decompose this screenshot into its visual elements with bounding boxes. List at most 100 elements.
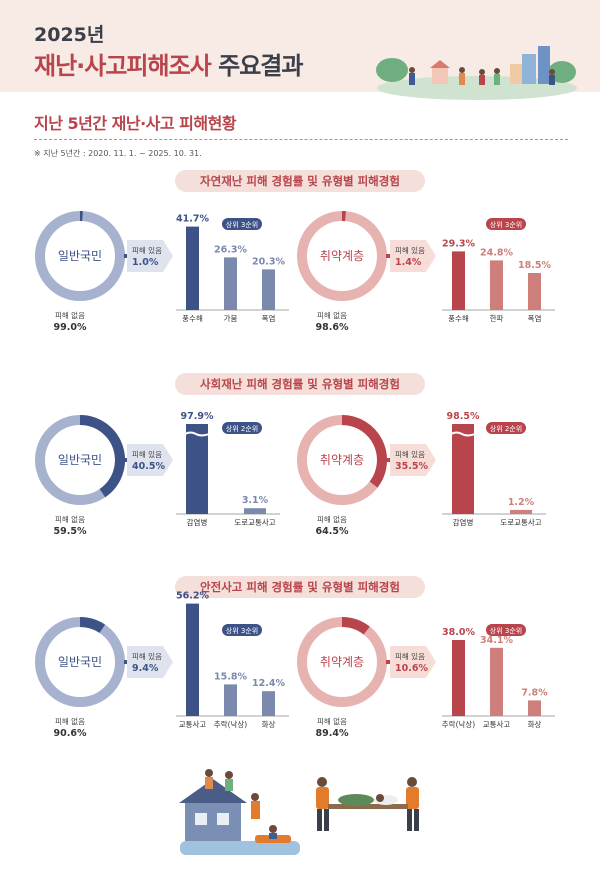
connector-line — [124, 660, 127, 664]
bar-value-label: 18.5% — [518, 260, 551, 271]
damage-arrow — [390, 646, 436, 678]
connector-line — [386, 660, 390, 664]
rank-badge — [222, 422, 262, 434]
bar-value-label: 7.8% — [521, 687, 548, 698]
section-pill-safety: 안전사고 피해 경험률 및 유형별 피해경험 — [175, 576, 425, 598]
rank-badge — [222, 218, 262, 230]
bar-value-label: 15.8% — [214, 671, 247, 682]
bar-category-label: 가뭄 — [224, 314, 238, 323]
bar-value-label: 26.3% — [214, 244, 247, 255]
bar — [244, 508, 266, 514]
damage-value: 40.5% — [132, 461, 165, 472]
damage-arrow — [127, 444, 173, 476]
donut-ring-no-damage — [297, 415, 387, 505]
donut-group-label: 일반국민 — [58, 453, 102, 467]
bar — [224, 257, 237, 310]
bar — [452, 251, 465, 310]
rank-badge-label: 상위 3순위 — [226, 626, 258, 635]
donut-group-label: 취약계층 — [320, 452, 364, 467]
damage-value: 1.0% — [132, 257, 159, 268]
section-pill-social: 사회재난 피해 경험률 및 유형별 피해경험 — [175, 373, 425, 395]
main-title-rest: 주요결과 — [218, 52, 303, 80]
main-title-accent: 재난·사고피해조사 — [34, 52, 212, 80]
bar-value-label: 29.3% — [442, 238, 475, 249]
damage-arrow — [127, 240, 173, 272]
damage-value: 9.4% — [132, 663, 159, 674]
bar-value-label: 1.2% — [508, 497, 535, 508]
donut-group-label: 취약계층 — [320, 654, 364, 669]
section-divider — [34, 139, 568, 140]
bar-category-label: 풍수해 — [448, 313, 469, 323]
no-damage-label: 피해 없음 — [317, 716, 347, 726]
bar-category-label: 감염병 — [453, 517, 474, 527]
bar-category-label: 화상 — [262, 719, 276, 729]
bar-value-label: 20.3% — [252, 256, 285, 267]
bar-category-label: 교통사고 — [483, 720, 511, 729]
rank-badge — [486, 422, 526, 434]
bar-value-label: 98.5% — [447, 411, 480, 422]
rank-badge — [486, 218, 526, 230]
bar — [186, 603, 199, 716]
rank-badge-label: 상위 3순위 — [226, 220, 258, 229]
donut-ring-no-damage — [35, 415, 125, 505]
damage-label: 피해 있음 — [132, 449, 162, 459]
connector-line — [124, 458, 127, 462]
rank-badge — [222, 624, 262, 636]
bar-category-label: 추락(낙상) — [442, 719, 476, 729]
bar-category-label: 도로교통사고 — [234, 518, 275, 527]
section-title: 지난 5년간 재난·사고 피해현황 — [34, 114, 237, 133]
no-damage-label: 피해 없음 — [55, 310, 85, 320]
bar-category-label: 폭염 — [528, 314, 542, 323]
no-damage-value: 59.5% — [54, 526, 87, 537]
rank-badge — [486, 624, 526, 636]
damage-label: 피해 있음 — [395, 245, 425, 255]
no-damage-value: 89.4% — [316, 728, 349, 739]
bar — [528, 273, 541, 310]
period-note: ※ 지난 5년간 : 2020. 11. 1. ~ 2025. 10. 31. — [34, 149, 202, 158]
bar-category-label: 풍수해 — [182, 313, 203, 323]
bar — [528, 700, 541, 716]
no-damage-label: 피해 없음 — [55, 716, 85, 726]
damage-value: 1.4% — [395, 257, 422, 268]
no-damage-label: 피해 없음 — [55, 514, 85, 524]
damage-arrow — [127, 646, 173, 678]
bar-category-label: 화상 — [528, 719, 542, 729]
rank-badge-label: 상위 3순위 — [490, 220, 522, 229]
donut-arc-damage — [341, 617, 370, 635]
bar — [186, 424, 208, 514]
damage-arrow — [390, 240, 436, 272]
bar-break-mark — [450, 431, 476, 437]
bar-break-mark — [184, 431, 210, 437]
bar-value-label: 12.4% — [252, 678, 285, 689]
damage-label: 피해 있음 — [132, 245, 162, 255]
donut-ring-no-damage — [35, 617, 125, 707]
donut-group-label: 일반국민 — [58, 249, 102, 263]
bar — [186, 226, 199, 310]
no-damage-label: 피해 없음 — [317, 514, 347, 524]
bar-category-label: 폭염 — [262, 314, 276, 323]
section-pill-natural: 자연재난 피해 경험률 및 유형별 피해경험 — [175, 170, 425, 192]
donut-ring-no-damage — [297, 617, 387, 707]
damage-label: 피해 있음 — [395, 449, 425, 459]
damage-arrow — [390, 444, 436, 476]
bar-value-label: 24.8% — [480, 247, 513, 258]
damage-label: 피해 있음 — [132, 651, 162, 661]
connector-line — [124, 254, 127, 258]
no-damage-value: 64.5% — [316, 526, 349, 537]
no-damage-label: 피해 없음 — [317, 310, 347, 320]
rank-badge-label: 상위 3순위 — [490, 626, 522, 635]
bar — [224, 684, 237, 716]
rank-badge-label: 상위 2순위 — [226, 424, 258, 433]
bar-value-label: 41.7% — [176, 214, 209, 225]
donut-arc-damage — [79, 617, 106, 634]
bar — [452, 640, 465, 716]
damage-label: 피해 있음 — [395, 651, 425, 661]
connector-line — [386, 254, 390, 258]
bar-category-label: 감염병 — [187, 517, 208, 527]
bar-category-label: 추락(낙상) — [214, 719, 248, 729]
bar — [490, 260, 503, 310]
town-illustration — [376, 46, 577, 100]
connector-line — [386, 458, 390, 462]
year-title: 2025년 — [34, 24, 105, 46]
donut-arc-damage — [79, 415, 125, 498]
